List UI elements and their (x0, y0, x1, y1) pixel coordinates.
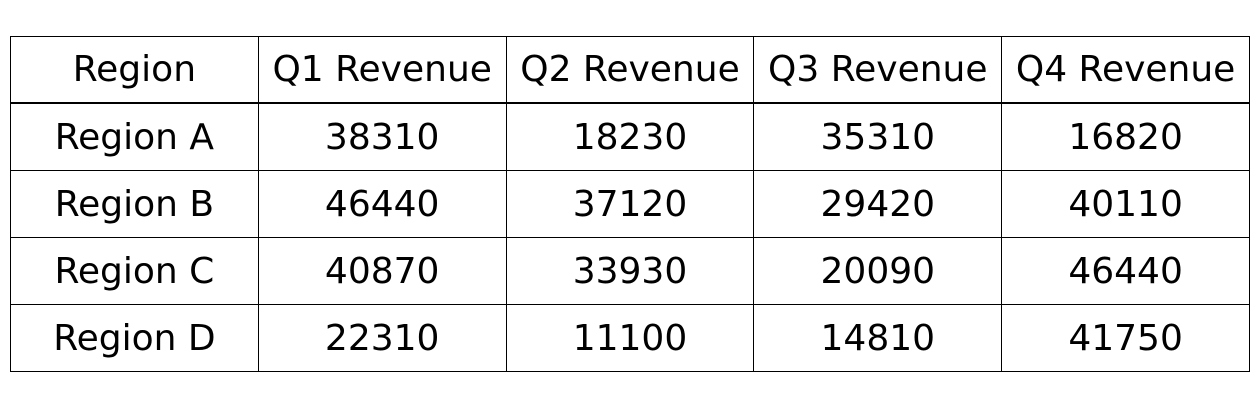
table-body: Region A 38310 18230 35310 16820 Region … (10, 102, 1250, 372)
cell-region: Region C (10, 237, 259, 305)
revenue-table: Region Q1 Revenue Q2 Revenue Q3 Revenue … (10, 36, 1250, 372)
table-row: Region D 22310 11100 14810 41750 (10, 304, 1250, 372)
table-header: Region Q1 Revenue Q2 Revenue Q3 Revenue … (10, 36, 1250, 104)
cell-q4: 46440 (1001, 237, 1250, 305)
header-row: Region Q1 Revenue Q2 Revenue Q3 Revenue … (10, 36, 1250, 104)
header-cell-region: Region (10, 36, 259, 104)
cell-q4: 40110 (1001, 170, 1250, 238)
table-row: Region B 46440 37120 29420 40110 (10, 170, 1250, 238)
cell-q4: 16820 (1001, 102, 1250, 171)
cell-q3: 14810 (753, 304, 1003, 372)
revenue-table-container: Region Q1 Revenue Q2 Revenue Q3 Revenue … (10, 36, 1250, 372)
cell-region: Region A (10, 102, 259, 171)
table-row: Region A 38310 18230 35310 16820 (10, 102, 1250, 171)
header-cell-q2: Q2 Revenue (505, 36, 755, 104)
cell-region: Region B (10, 170, 259, 238)
cell-q1: 38310 (257, 102, 507, 171)
cell-q3: 29420 (753, 170, 1003, 238)
table-row: Region C 40870 33930 20090 46440 (10, 237, 1250, 305)
cell-q2: 18230 (505, 102, 755, 171)
cell-q2: 11100 (505, 304, 755, 372)
cell-q1: 40870 (257, 237, 507, 305)
cell-q4: 41750 (1001, 304, 1250, 372)
header-cell-q1: Q1 Revenue (257, 36, 507, 104)
cell-q3: 35310 (753, 102, 1003, 171)
cell-region: Region D (10, 304, 259, 372)
header-cell-q4: Q4 Revenue (1001, 36, 1250, 104)
header-cell-q3: Q3 Revenue (753, 36, 1003, 104)
cell-q3: 20090 (753, 237, 1003, 305)
cell-q1: 22310 (257, 304, 507, 372)
cell-q1: 46440 (257, 170, 507, 238)
cell-q2: 33930 (505, 237, 755, 305)
cell-q2: 37120 (505, 170, 755, 238)
